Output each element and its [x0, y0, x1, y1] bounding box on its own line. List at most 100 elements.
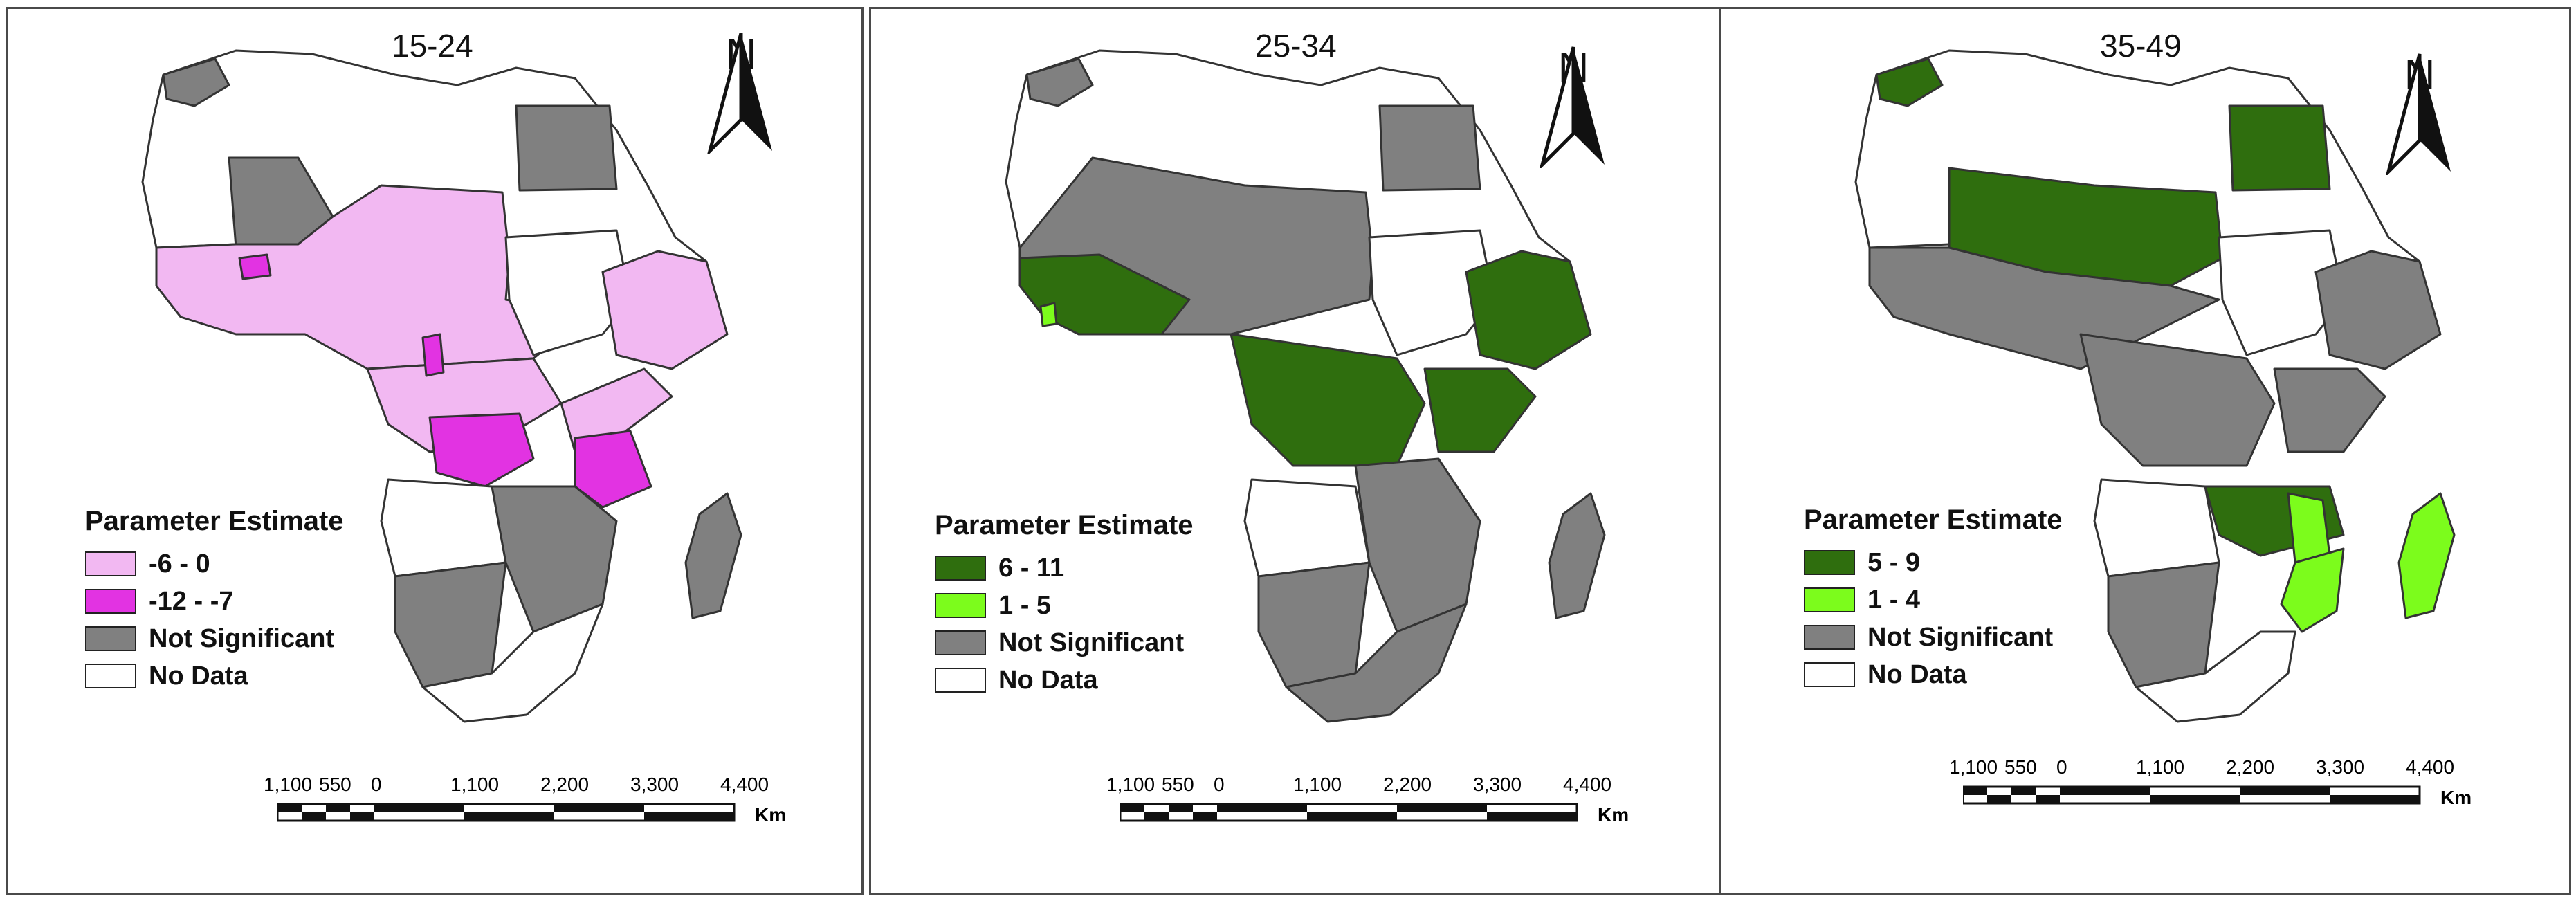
legend-label: 6 - 11 — [998, 553, 1065, 583]
legend-item: No Data — [935, 662, 1194, 699]
legend-swatch — [1804, 625, 1855, 650]
scale-label: 2,200 — [1383, 774, 1432, 795]
region-sudan-nodata — [2218, 229, 2345, 356]
scale-bar: 1,100 550 0 1,100 2,200 3,300 4,400 Km — [1106, 774, 1629, 829]
region-southafrica-ns — [1285, 603, 1468, 723]
region-west-green — [1018, 253, 1191, 336]
map-panel-35-49: 35-49 N Parameter Estimate 5 - 9 1 - 4 N… — [1719, 7, 2571, 895]
legend-swatch — [85, 551, 136, 576]
scale-label: 4,400 — [2406, 756, 2455, 778]
legend-swatch — [935, 593, 986, 618]
scale-label: 1,100 — [264, 774, 313, 795]
scale-label: 1,100 — [2136, 756, 2185, 778]
panel-title: 35-49 — [2100, 28, 2182, 64]
region-egypt-ns — [1378, 104, 1481, 192]
north-arrow: N — [706, 30, 776, 210]
legend: Parameter Estimate 6 - 11 1 - 5 Not Sign… — [935, 510, 1194, 699]
region-horn-pink — [601, 250, 729, 370]
region-morocco-ns — [1025, 57, 1094, 107]
legend-item: -12 - -7 — [85, 583, 344, 620]
legend-label: No Data — [149, 661, 248, 691]
legend-label: Not Significant — [149, 623, 335, 653]
panel-title: 15-24 — [392, 28, 473, 64]
legend-swatch — [1804, 550, 1855, 575]
scale-label: 3,300 — [2316, 756, 2365, 778]
region-eastafrica-pink — [560, 367, 673, 453]
legend-label: -6 - 0 — [149, 549, 210, 578]
legend-item: 1 - 4 — [1804, 581, 2063, 619]
legend-swatch — [85, 626, 136, 651]
scale-label: 2,200 — [540, 774, 590, 795]
scale-label: 3,300 — [1473, 774, 1522, 795]
legend-label: 1 - 4 — [1867, 585, 1921, 614]
region-tanzania-magenta — [574, 430, 652, 509]
legend-label: -12 - -7 — [149, 586, 234, 616]
legend-item: 6 - 11 — [935, 549, 1194, 587]
scale-bar: 1,100 550 0 1,100 2,200 3,300 4,400 Km — [1949, 756, 2472, 812]
scale-unit: Km — [755, 804, 787, 826]
north-arrow: N — [1539, 44, 1608, 224]
legend-item: -6 - 0 — [85, 545, 344, 583]
map-canvas — [141, 49, 742, 723]
legend-swatch — [85, 664, 136, 688]
region-egypt-ns — [515, 104, 618, 192]
legend-label: Not Significant — [998, 628, 1185, 657]
legend-swatch — [1804, 662, 1855, 687]
map-panel-15-24: 15-24 N Parameter Estimate -6 - 0 -12 - … — [6, 7, 864, 895]
legend-item: Not Significant — [935, 624, 1194, 662]
scale-label: 0 — [2056, 756, 2067, 778]
region-central-ns — [2079, 333, 2276, 467]
scale-unit: Km — [2440, 787, 2472, 808]
north-arrow-icon — [2386, 53, 2451, 175]
map-canvas — [1005, 49, 1606, 723]
legend: Parameter Estimate 5 - 9 1 - 4 Not Signi… — [1804, 504, 2063, 693]
region-morocco-ns — [162, 57, 230, 107]
legend-item: Not Significant — [1804, 619, 2063, 656]
region-malawi-lime — [2287, 492, 2331, 564]
legend-title: Parameter Estimate — [935, 510, 1194, 540]
scale-label: 4,400 — [720, 774, 769, 795]
scale-label: 0 — [371, 774, 382, 795]
scale-bar: 1,100 550 0 1,100 2,200 3,300 4,400 Km — [264, 774, 787, 829]
region-namibia-ns — [2107, 561, 2220, 688]
scale-label: 1,100 — [450, 774, 500, 795]
region-namibia-ns — [394, 561, 507, 688]
legend-label: No Data — [998, 665, 1098, 695]
north-arrow-icon — [1540, 46, 1605, 168]
region-madagascar-ns — [684, 492, 742, 619]
region-eastafrica-green — [1423, 367, 1537, 453]
legend-label: 1 - 5 — [998, 590, 1052, 620]
legend-item: 1 - 5 — [935, 587, 1194, 624]
scale-label: 1,100 — [1293, 774, 1342, 795]
legend: Parameter Estimate -6 - 0 -12 - -7 Not S… — [85, 506, 344, 695]
region-angola-nodata — [1243, 478, 1371, 578]
region-west-magenta — [238, 253, 272, 280]
legend-label: 5 - 9 — [1867, 547, 1921, 577]
region-morocco-green — [1875, 57, 1944, 107]
map-panel-25-34: 25-34 N Parameter Estimate 6 - 11 1 - 5 … — [869, 7, 1727, 895]
scale-label: 550 — [2004, 756, 2037, 778]
map-canvas — [1854, 49, 2456, 723]
north-arrow-icon — [707, 33, 772, 154]
region-west-ns — [1868, 246, 2220, 370]
legend-item: Not Significant — [85, 620, 344, 657]
scale-label: 550 — [319, 774, 351, 795]
region-sudan-nodata — [504, 229, 632, 356]
legend-swatch — [935, 668, 986, 693]
region-southafrica-nodata — [2135, 630, 2296, 723]
region-eastafrica-ns — [2273, 367, 2386, 453]
scale-bar-graphic — [1120, 803, 1578, 822]
legend-swatch — [935, 630, 986, 655]
scale-label: 1,100 — [1949, 756, 1998, 778]
legend-title: Parameter Estimate — [85, 506, 344, 536]
region-madagascar-ns — [1548, 492, 1606, 619]
scale-label: 3,300 — [630, 774, 679, 795]
scale-bar-graphic — [1963, 785, 2421, 805]
legend-swatch — [935, 556, 986, 581]
legend-item: No Data — [1804, 656, 2063, 693]
legend-item: No Data — [85, 657, 344, 695]
legend-label: Not Significant — [1867, 622, 2054, 652]
region-sudan-nodata — [1368, 229, 1495, 356]
legend-title: Parameter Estimate — [1804, 504, 2063, 535]
